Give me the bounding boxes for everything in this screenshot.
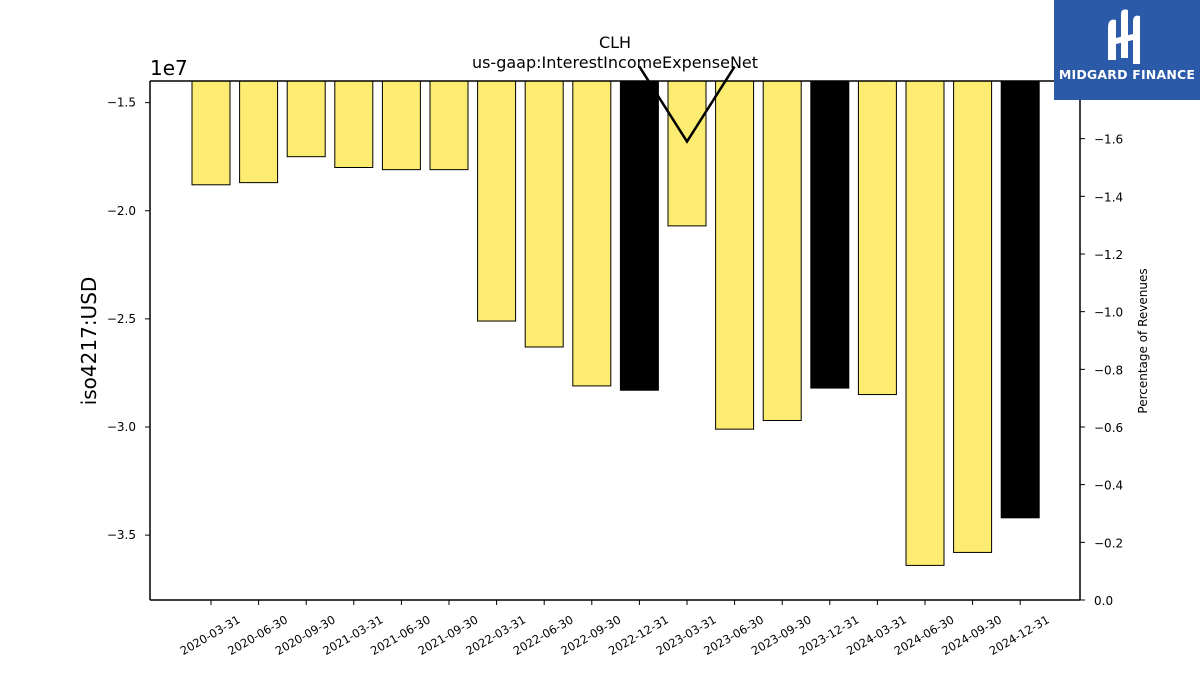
y-tick-label: −1.5 bbox=[107, 96, 136, 110]
y2-tick-label: −1.0 bbox=[1094, 306, 1123, 320]
bar-2023-12-31 bbox=[810, 80, 850, 389]
bars-group bbox=[191, 80, 1040, 566]
y2-tick-label: −0.6 bbox=[1094, 421, 1123, 435]
y-tick-label: −3.0 bbox=[107, 420, 136, 434]
y2-tick-label: −1.6 bbox=[1094, 133, 1123, 147]
bar-2024-03-31 bbox=[857, 80, 897, 396]
bar-2021-03-31 bbox=[334, 80, 374, 168]
bar-2024-06-30 bbox=[905, 80, 945, 566]
y-axis-label: iso4217:USD bbox=[77, 277, 101, 406]
bar-2022-06-30 bbox=[524, 80, 564, 348]
y2-axis-label: Percentage of Revenues bbox=[1136, 268, 1150, 413]
chart-subtitle: us-gaap:InterestIncomeExpenseNet bbox=[472, 53, 758, 72]
y2-tick-label: −1.4 bbox=[1094, 190, 1123, 204]
bar-2023-06-30 bbox=[715, 80, 755, 430]
y2-tick-label: −1.2 bbox=[1094, 248, 1123, 262]
bar-2021-09-30 bbox=[429, 80, 469, 171]
axes-group bbox=[149, 80, 1081, 601]
y-tick-label: −3.5 bbox=[107, 528, 136, 542]
bar-2022-12-31 bbox=[619, 80, 659, 391]
bar-2023-03-31 bbox=[667, 80, 707, 227]
bar-2020-06-30 bbox=[239, 80, 279, 184]
bar-2020-03-31 bbox=[191, 80, 231, 186]
bar-2021-06-30 bbox=[381, 80, 421, 171]
bar-2023-09-30 bbox=[762, 80, 802, 422]
bar-2024-09-30 bbox=[953, 80, 993, 553]
x-ticks-group: 2020-03-312020-06-302020-09-302021-03-31… bbox=[178, 600, 1052, 658]
bar-2022-03-31 bbox=[477, 80, 517, 322]
line-series-group bbox=[638, 65, 736, 144]
bar-2024-12-31 bbox=[1000, 80, 1040, 519]
y2-tick-label: −0.8 bbox=[1094, 363, 1123, 377]
brand-logo-text: MIDGARD FINANCE bbox=[1058, 67, 1196, 82]
bar-2020-09-30 bbox=[286, 80, 326, 158]
y-tick-label: −2.5 bbox=[107, 312, 136, 326]
chart-title: CLH bbox=[599, 33, 631, 52]
line-series bbox=[638, 65, 736, 144]
brand-logo-icon bbox=[1108, 9, 1140, 65]
y2-tick-label: −0.4 bbox=[1094, 479, 1123, 493]
bar-2022-09-30 bbox=[572, 80, 612, 387]
brand-logo: MIDGARD FINANCE bbox=[1054, 0, 1200, 100]
y2-ticks-group: −1.6 −1.4 −1.2 −1.0 −0.8 −0.6 −0.4 −0.2 0.0 bbox=[1080, 133, 1123, 608]
y-axis-offset-label: 1e7 bbox=[150, 56, 188, 80]
y-tick-label: −2.0 bbox=[107, 204, 136, 218]
y-ticks-group: −1.5 −2.0 −2.5 −3.0 −3.5 bbox=[107, 96, 150, 542]
y2-tick-label: −0.2 bbox=[1094, 536, 1123, 550]
y2-tick-label: 0.0 bbox=[1094, 594, 1113, 608]
